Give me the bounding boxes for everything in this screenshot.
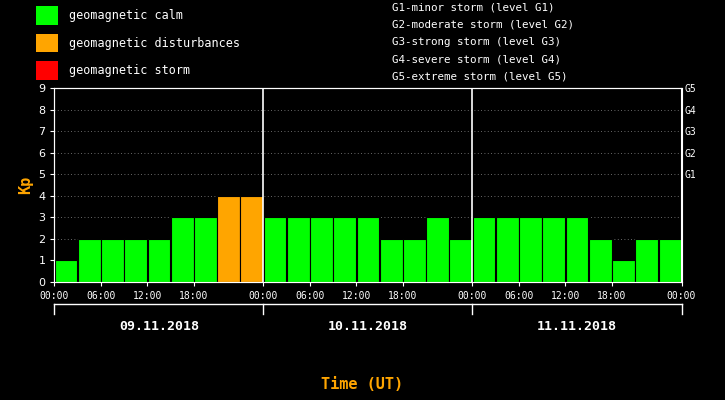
Bar: [426, 217, 449, 282]
Text: geomagnetic storm: geomagnetic storm: [69, 64, 190, 77]
Bar: [658, 239, 682, 282]
Text: 10.11.2018: 10.11.2018: [328, 320, 408, 333]
Bar: [124, 239, 147, 282]
Bar: [171, 217, 194, 282]
Bar: [194, 217, 217, 282]
FancyBboxPatch shape: [36, 6, 58, 25]
Bar: [612, 260, 635, 282]
Text: G2-moderate storm (level G2): G2-moderate storm (level G2): [392, 20, 573, 30]
Bar: [403, 239, 426, 282]
Bar: [380, 239, 402, 282]
Bar: [54, 260, 78, 282]
Bar: [241, 196, 263, 282]
Text: G5-extreme storm (level G5): G5-extreme storm (level G5): [392, 71, 567, 81]
Bar: [566, 217, 589, 282]
FancyBboxPatch shape: [36, 34, 58, 52]
Bar: [357, 217, 379, 282]
Bar: [310, 217, 333, 282]
Text: G3-strong storm (level G3): G3-strong storm (level G3): [392, 37, 560, 47]
Text: 09.11.2018: 09.11.2018: [119, 320, 199, 333]
Bar: [218, 196, 240, 282]
Text: G1-minor storm (level G1): G1-minor storm (level G1): [392, 2, 554, 12]
FancyBboxPatch shape: [36, 61, 58, 80]
Bar: [473, 217, 495, 282]
Text: geomagnetic disturbances: geomagnetic disturbances: [69, 36, 240, 50]
Bar: [101, 239, 124, 282]
Bar: [287, 217, 310, 282]
Text: geomagnetic calm: geomagnetic calm: [69, 9, 183, 22]
Text: G4-severe storm (level G4): G4-severe storm (level G4): [392, 54, 560, 64]
Bar: [450, 239, 472, 282]
Bar: [519, 217, 542, 282]
Text: 11.11.2018: 11.11.2018: [537, 320, 617, 333]
Y-axis label: Kp: Kp: [17, 176, 33, 194]
Bar: [635, 239, 658, 282]
Bar: [542, 217, 565, 282]
Bar: [589, 239, 612, 282]
Bar: [334, 217, 356, 282]
Text: Time (UT): Time (UT): [321, 377, 404, 392]
Bar: [496, 217, 518, 282]
Bar: [78, 239, 101, 282]
Bar: [264, 217, 286, 282]
Bar: [147, 239, 170, 282]
